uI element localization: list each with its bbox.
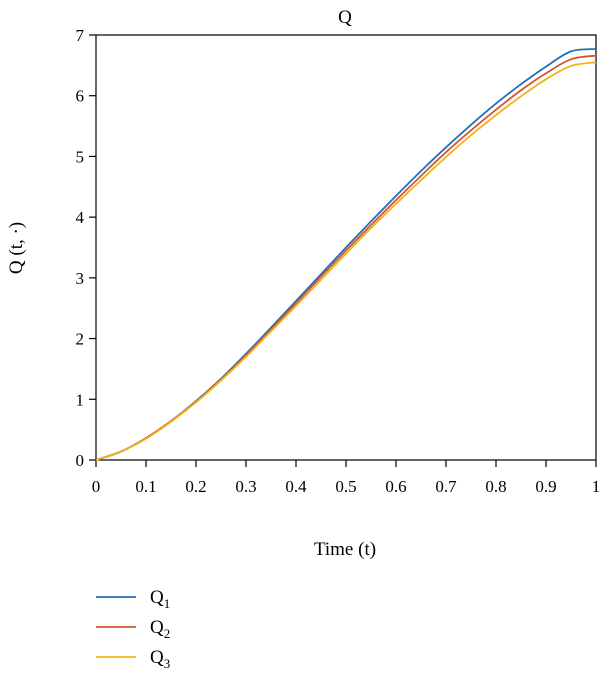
series-line-2: [95, 54, 597, 461]
y-tick-label: 3: [76, 269, 85, 288]
legend-label-subscript: 1: [164, 596, 171, 611]
legend-label-1: Q1: [150, 587, 170, 611]
legend-label-main: Q: [150, 587, 164, 608]
legend-label-3: Q3: [150, 647, 170, 671]
y-axis: 0 1 2 3 4 5 6 7: [76, 26, 96, 470]
x-tick-label: 0.5: [335, 477, 356, 496]
y-tick-label: 5: [76, 147, 85, 166]
y-tick-label: 6: [76, 87, 85, 106]
x-tick-label: 0.8: [485, 477, 506, 496]
legend-label-main: Q: [150, 647, 164, 668]
legend-label-2: Q2: [150, 617, 170, 641]
x-tick-label: 0.2: [185, 477, 206, 496]
series-lines: [95, 48, 597, 461]
x-axis-title: Time (t): [314, 539, 376, 560]
x-tick-label: 1: [592, 477, 600, 496]
x-tick-label: 0.6: [385, 477, 406, 496]
y-axis-title: Q (t, ·): [6, 222, 27, 274]
x-tick-label: 0: [92, 477, 101, 496]
y-tick-label: 4: [76, 208, 85, 227]
y-tick-label: 2: [76, 330, 85, 349]
x-tick-label: 0.1: [135, 477, 156, 496]
y-tick-label: 1: [76, 390, 85, 409]
x-tick-label: 0.9: [535, 477, 556, 496]
x-tick-label: 0.4: [285, 477, 307, 496]
y-tick-label: 0: [76, 451, 85, 470]
legend-label-subscript: 2: [164, 626, 171, 641]
legend-label-subscript: 3: [164, 656, 171, 671]
chart-title: Q: [338, 7, 352, 28]
legend-label-main: Q: [150, 617, 164, 638]
x-tick-label: 0.3: [235, 477, 256, 496]
x-axis: 0 0.1 0.2 0.3 0.4 0.5 0.6 0.7 0.8 0.9 1: [92, 460, 600, 496]
y-tick-label: 7: [76, 26, 85, 45]
series-line-3: [95, 61, 597, 461]
x-tick-label: 0.7: [435, 477, 457, 496]
